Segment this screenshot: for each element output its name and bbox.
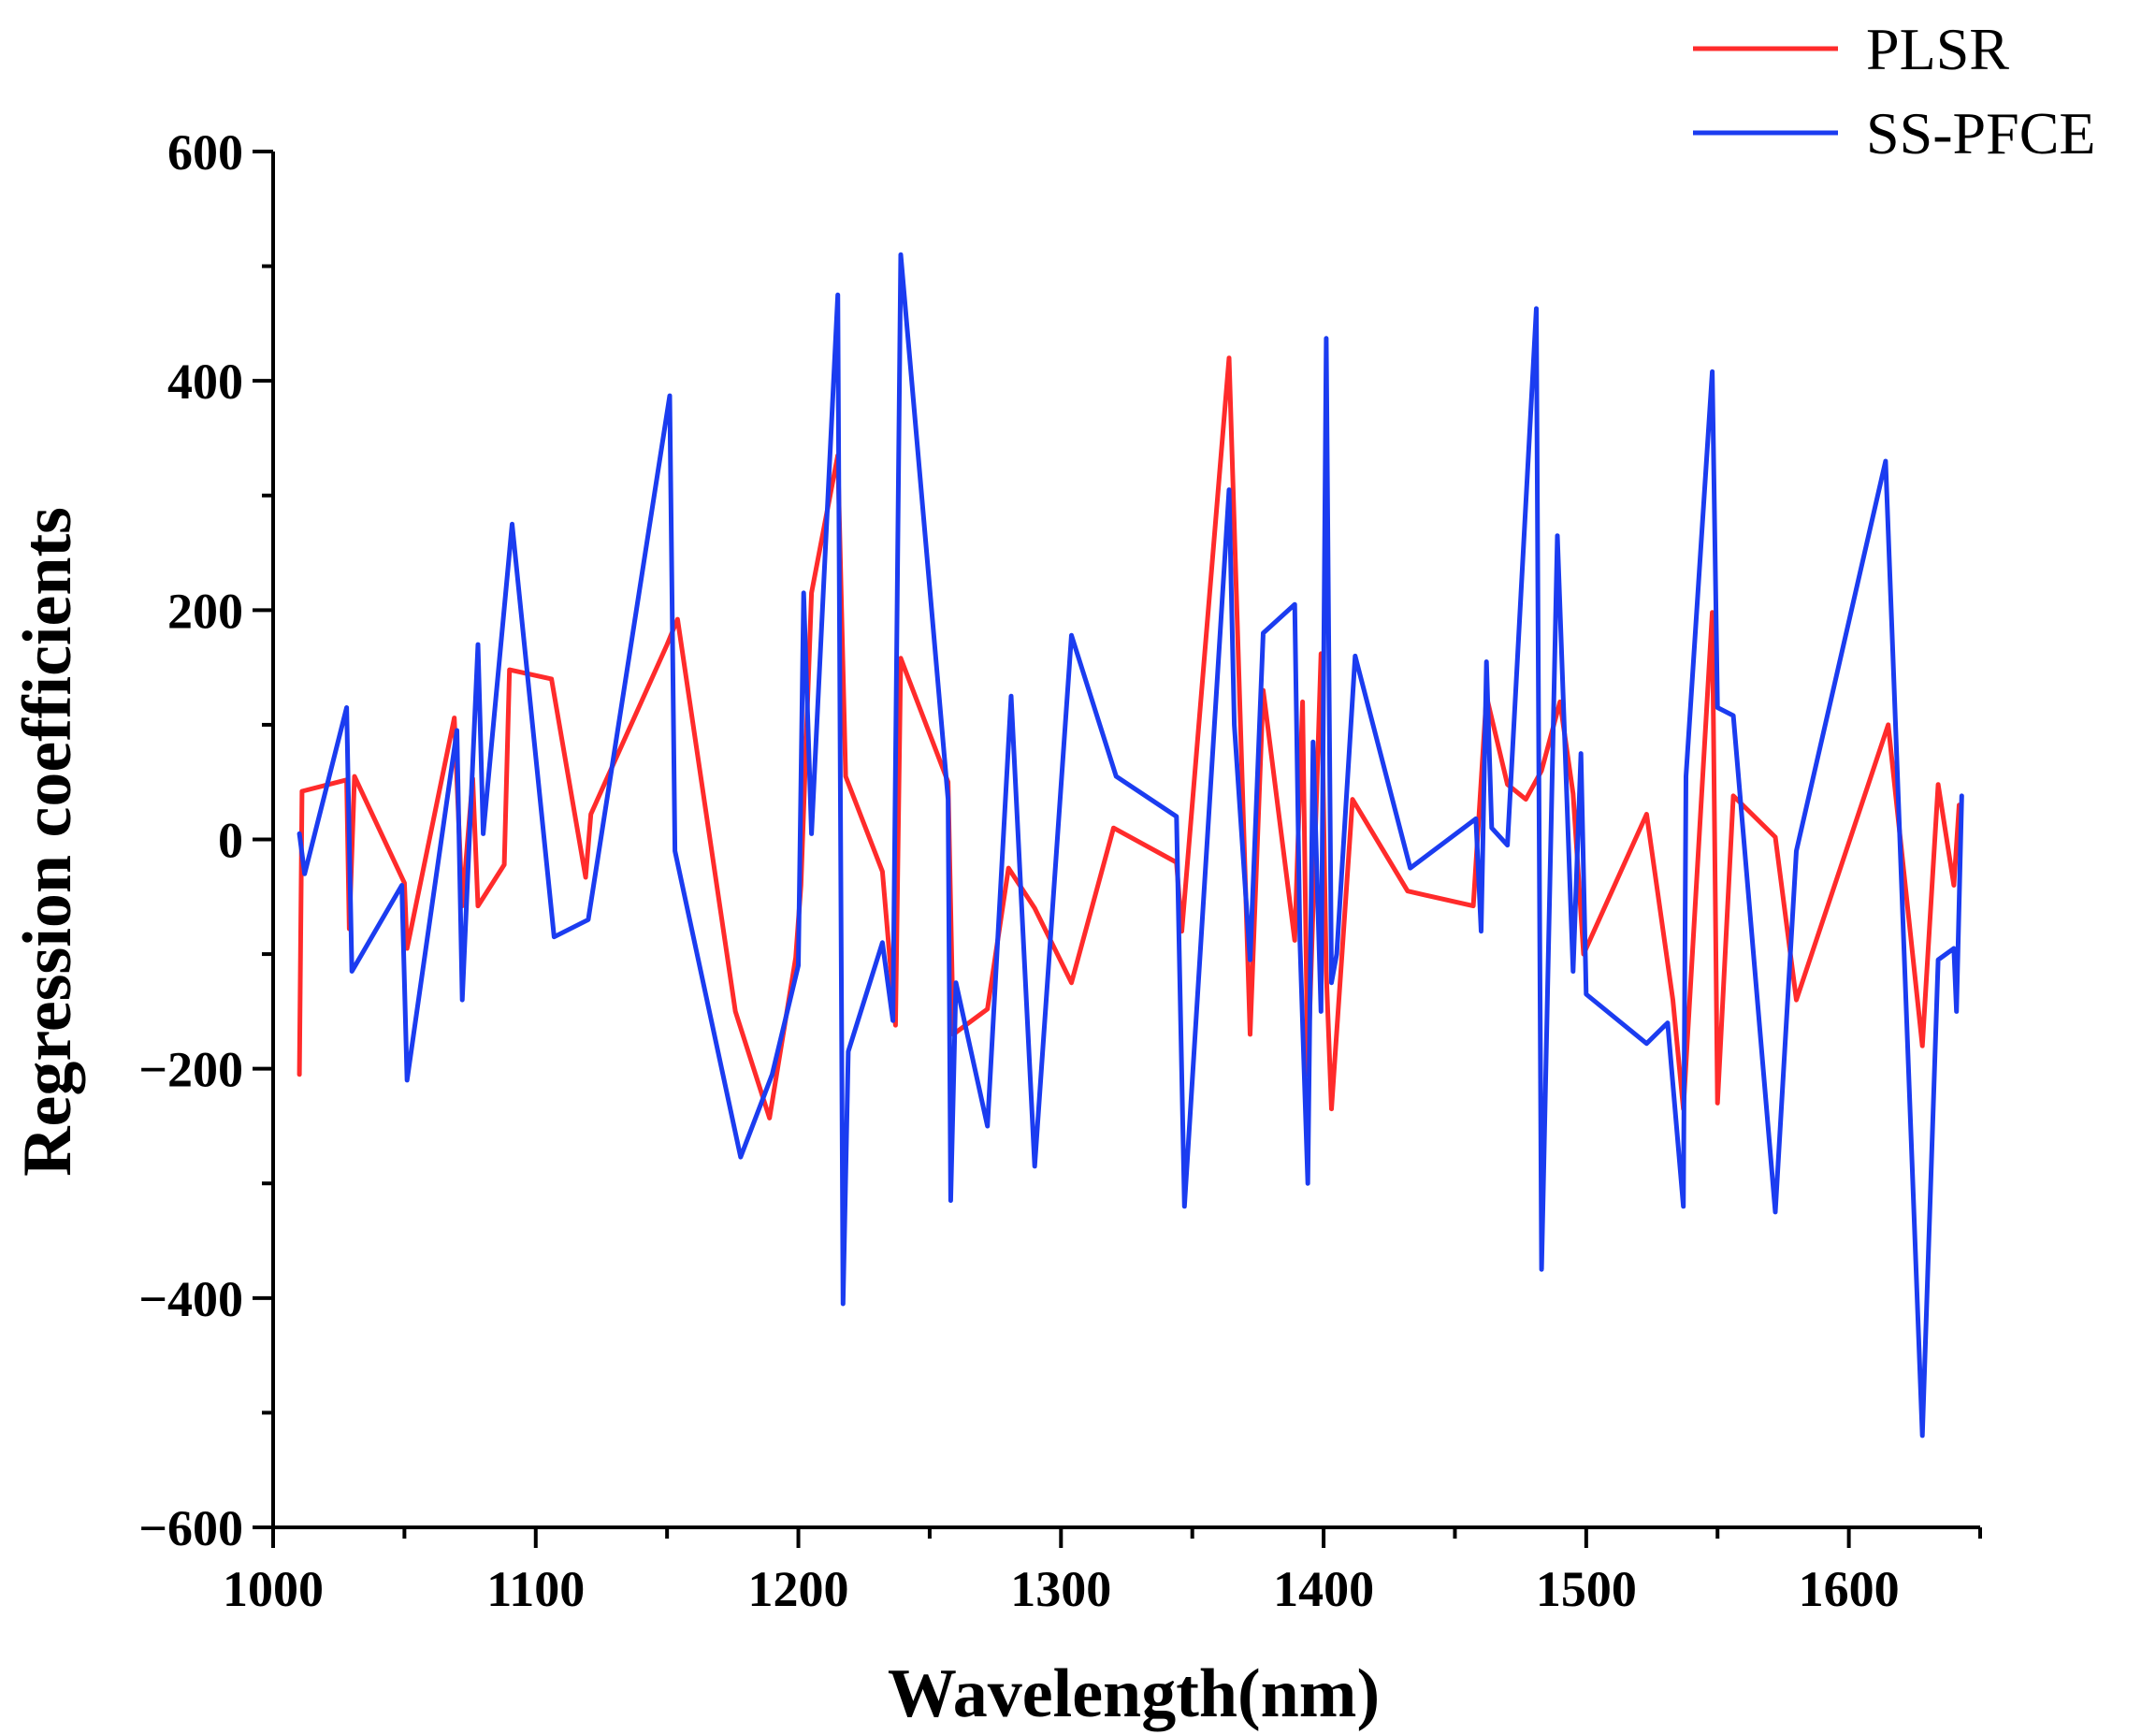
y-tick-label: −200 (138, 1042, 243, 1098)
plot-lines (297, 252, 1964, 1439)
x-tick-label: 1200 (748, 1561, 849, 1617)
legend-label-ss-pfce: SS-PFCE (1866, 100, 2095, 166)
x-tick-label: 1500 (1536, 1561, 1637, 1617)
series-line-ss-pfce (297, 252, 1964, 1439)
y-tick-label: 600 (167, 124, 243, 181)
x-axis-title: Wavelength(nm) (888, 1655, 1380, 1732)
x-tick-label: 1400 (1273, 1561, 1374, 1617)
y-tick-label: 0 (218, 813, 243, 869)
x-tick-label: 1000 (223, 1561, 324, 1617)
series-line-plsr (297, 355, 1961, 1121)
y-axis-title: Regression coefficients (9, 507, 86, 1177)
ticks: 1000 1100 1200 1300 1400 1500 1600 −600 −400 −200… (138, 124, 1982, 1617)
y-tick-label: 400 (167, 354, 243, 410)
x-tick-label: 1300 (1010, 1561, 1111, 1617)
y-tick-label: −600 (138, 1500, 243, 1556)
x-tick-label: 1100 (486, 1561, 585, 1617)
x-tick-label: 1600 (1799, 1561, 1900, 1617)
y-tick-label: −400 (138, 1271, 243, 1327)
y-tick-label: 200 (167, 583, 243, 639)
axes (271, 152, 1980, 1529)
legend-label-plsr: PLSR (1866, 16, 2009, 82)
legend: PLSR SS-PFCE (1693, 16, 2095, 166)
